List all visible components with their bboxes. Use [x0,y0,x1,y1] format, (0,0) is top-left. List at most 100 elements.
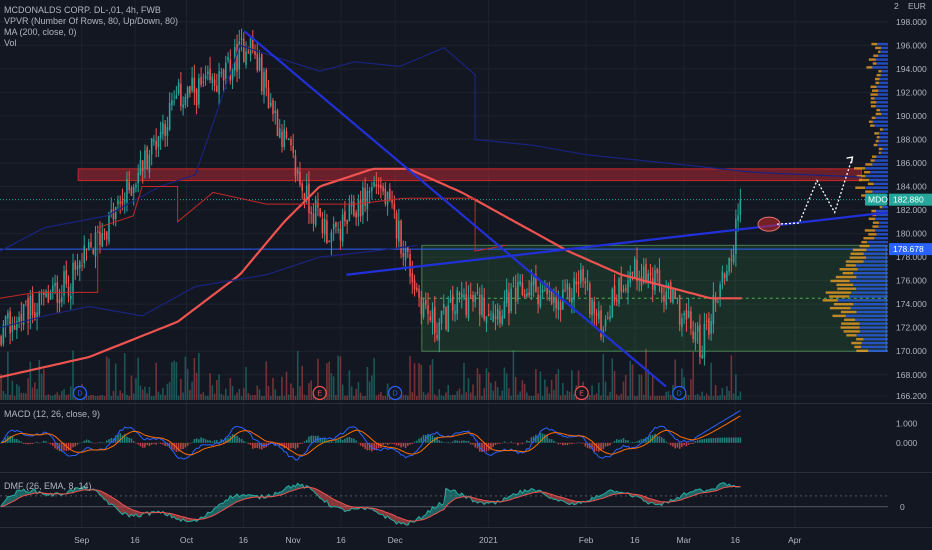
event-marker [72,385,88,401]
volume-profile-bar [872,66,888,69]
legend-symbol[interactable]: MCDONALDS CORP. DL-,01, 4h, FWB [4,5,161,15]
volume-bar [550,379,553,400]
volume-bar [607,395,609,400]
macd-histogram-bar [96,442,99,444]
volume-profile-bar [881,70,888,73]
macd-histogram-bar [517,442,519,446]
candle-body [319,208,321,217]
volume-bar [463,362,465,400]
candle-body [505,289,508,304]
volume-profile-bar [876,233,888,236]
candle-body [310,211,312,215]
candle-body [247,51,250,53]
volume-profile-bar [876,108,881,112]
macd-histogram-bar [732,437,735,443]
candle-body [240,38,243,40]
macd-histogram-bar [636,441,638,443]
macd-histogram-bar [631,441,634,443]
volume-bar [458,388,461,400]
candle-body [225,62,227,79]
macd-histogram-bar [180,442,182,450]
macd-histogram-bar [164,442,166,447]
macd-histogram-bar [247,442,250,444]
candle-body [155,140,157,150]
macd-histogram-bar [105,440,108,443]
volume-bar [384,396,387,400]
price-axis-label: 170.000 [896,346,927,356]
volume-profile-bar [845,264,856,267]
main-legend[interactable]: MCDONALDS CORP. DL-,01, 4h, FWB VPVR (Nu… [4,5,178,49]
volume-profile-bar [865,190,873,193]
range-box [421,244,887,352]
volume-bar [510,395,512,400]
legend-vpvr[interactable]: VPVR (Number Of Rows, 80, Up/Down, 80) [4,16,179,26]
macd-histogram-bar [411,442,414,445]
candle-body [157,136,160,147]
volume-profile-bar [859,326,888,329]
candle-body [58,299,61,304]
volume-bar [618,395,620,400]
volume-bar [667,391,670,400]
macd-histogram-bar [465,441,468,443]
legend-macd[interactable]: MACD (12, 26, close, 9) [4,409,101,419]
macd-histogram-bar [373,442,375,451]
macd-histogram-bar [123,434,126,443]
candle-body [74,261,77,270]
volume-bar [202,392,205,400]
candle-body [38,292,41,315]
legend-dmf[interactable]: DMF (26, EMA, 8, 14) [4,481,92,491]
candle-body [402,253,405,257]
time-axis-label: Apr [788,535,801,545]
volume-profile-bar [857,268,888,271]
volume-bar [87,395,90,400]
volume-bar [571,370,573,400]
legend-vol[interactable]: Vol [4,38,17,48]
volume-bar [229,377,232,400]
volume-bar [112,390,115,400]
macd-histogram-bar [236,435,238,443]
volume-profile-bar [878,70,882,73]
macd-histogram-bar [618,439,620,443]
volume-profile-bar [853,271,888,275]
macd-histogram-bar [359,442,362,446]
candle-body [400,220,402,254]
volume-bar [92,394,95,400]
macd-histogram-bar [627,440,629,443]
price-axis-label: 198.000 [896,17,927,27]
volume-profile-bar [856,287,888,290]
volume-bar [40,373,43,400]
macd-histogram-bar [613,440,616,443]
macd-histogram-bar [117,435,119,443]
volume-bar [195,372,198,400]
dmf-axis-label: 0 [900,502,905,512]
macd-histogram-bar [166,442,169,447]
price-axis-background [888,0,932,550]
time-axis-label: Dec [388,535,404,545]
candle-body [83,245,86,264]
macd-histogram-bar [177,442,180,452]
candle-body [296,170,299,174]
macd-histogram-bar [429,434,432,443]
macd-histogram-bar [43,440,45,443]
candle-body [690,311,692,329]
macd-histogram-bar [130,438,133,443]
volume-bar [445,392,447,400]
macd-histogram-bar [499,442,501,444]
candle-body [222,69,225,81]
macd-histogram-bar [362,442,364,447]
volume-bar [566,390,569,400]
candle-body [674,290,676,299]
time-axis-label: 16 [630,535,640,545]
macd-histogram-bar [20,441,23,443]
macd-histogram-bar [195,438,198,443]
legend-ma[interactable]: MA (200, close, 0) [4,27,77,37]
volume-profile-bar [870,124,875,127]
candle-body [514,287,517,302]
candle-body [663,295,665,302]
macd-histogram-bar [723,437,726,443]
macd-histogram-bar [660,437,663,443]
candle-body [9,311,11,334]
volume-profile-bar [874,132,879,135]
